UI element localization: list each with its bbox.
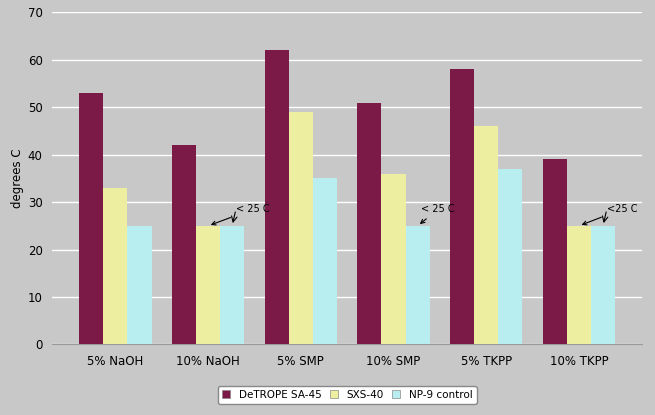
Bar <box>220 226 244 344</box>
Text: < 25 C: < 25 C <box>212 204 269 225</box>
Bar <box>358 103 381 344</box>
Text: <25 C: <25 C <box>583 204 637 225</box>
Bar <box>474 126 498 344</box>
Bar <box>450 69 474 344</box>
Bar <box>265 50 289 344</box>
Bar <box>567 226 591 344</box>
Legend: DeTROPE SA-45, SXS-40, NP-9 control: DeTROPE SA-45, SXS-40, NP-9 control <box>217 386 477 404</box>
Bar <box>405 226 430 344</box>
Bar <box>172 145 196 344</box>
Bar <box>196 226 220 344</box>
Bar <box>543 159 567 344</box>
Bar <box>591 226 615 344</box>
Text: < 25 C: < 25 C <box>421 204 455 223</box>
Bar <box>128 226 151 344</box>
Bar <box>289 112 313 344</box>
Bar <box>498 169 523 344</box>
Bar <box>79 93 103 344</box>
Bar <box>103 188 128 344</box>
Bar <box>313 178 337 344</box>
Bar <box>381 174 405 344</box>
Y-axis label: degrees C: degrees C <box>10 149 24 208</box>
